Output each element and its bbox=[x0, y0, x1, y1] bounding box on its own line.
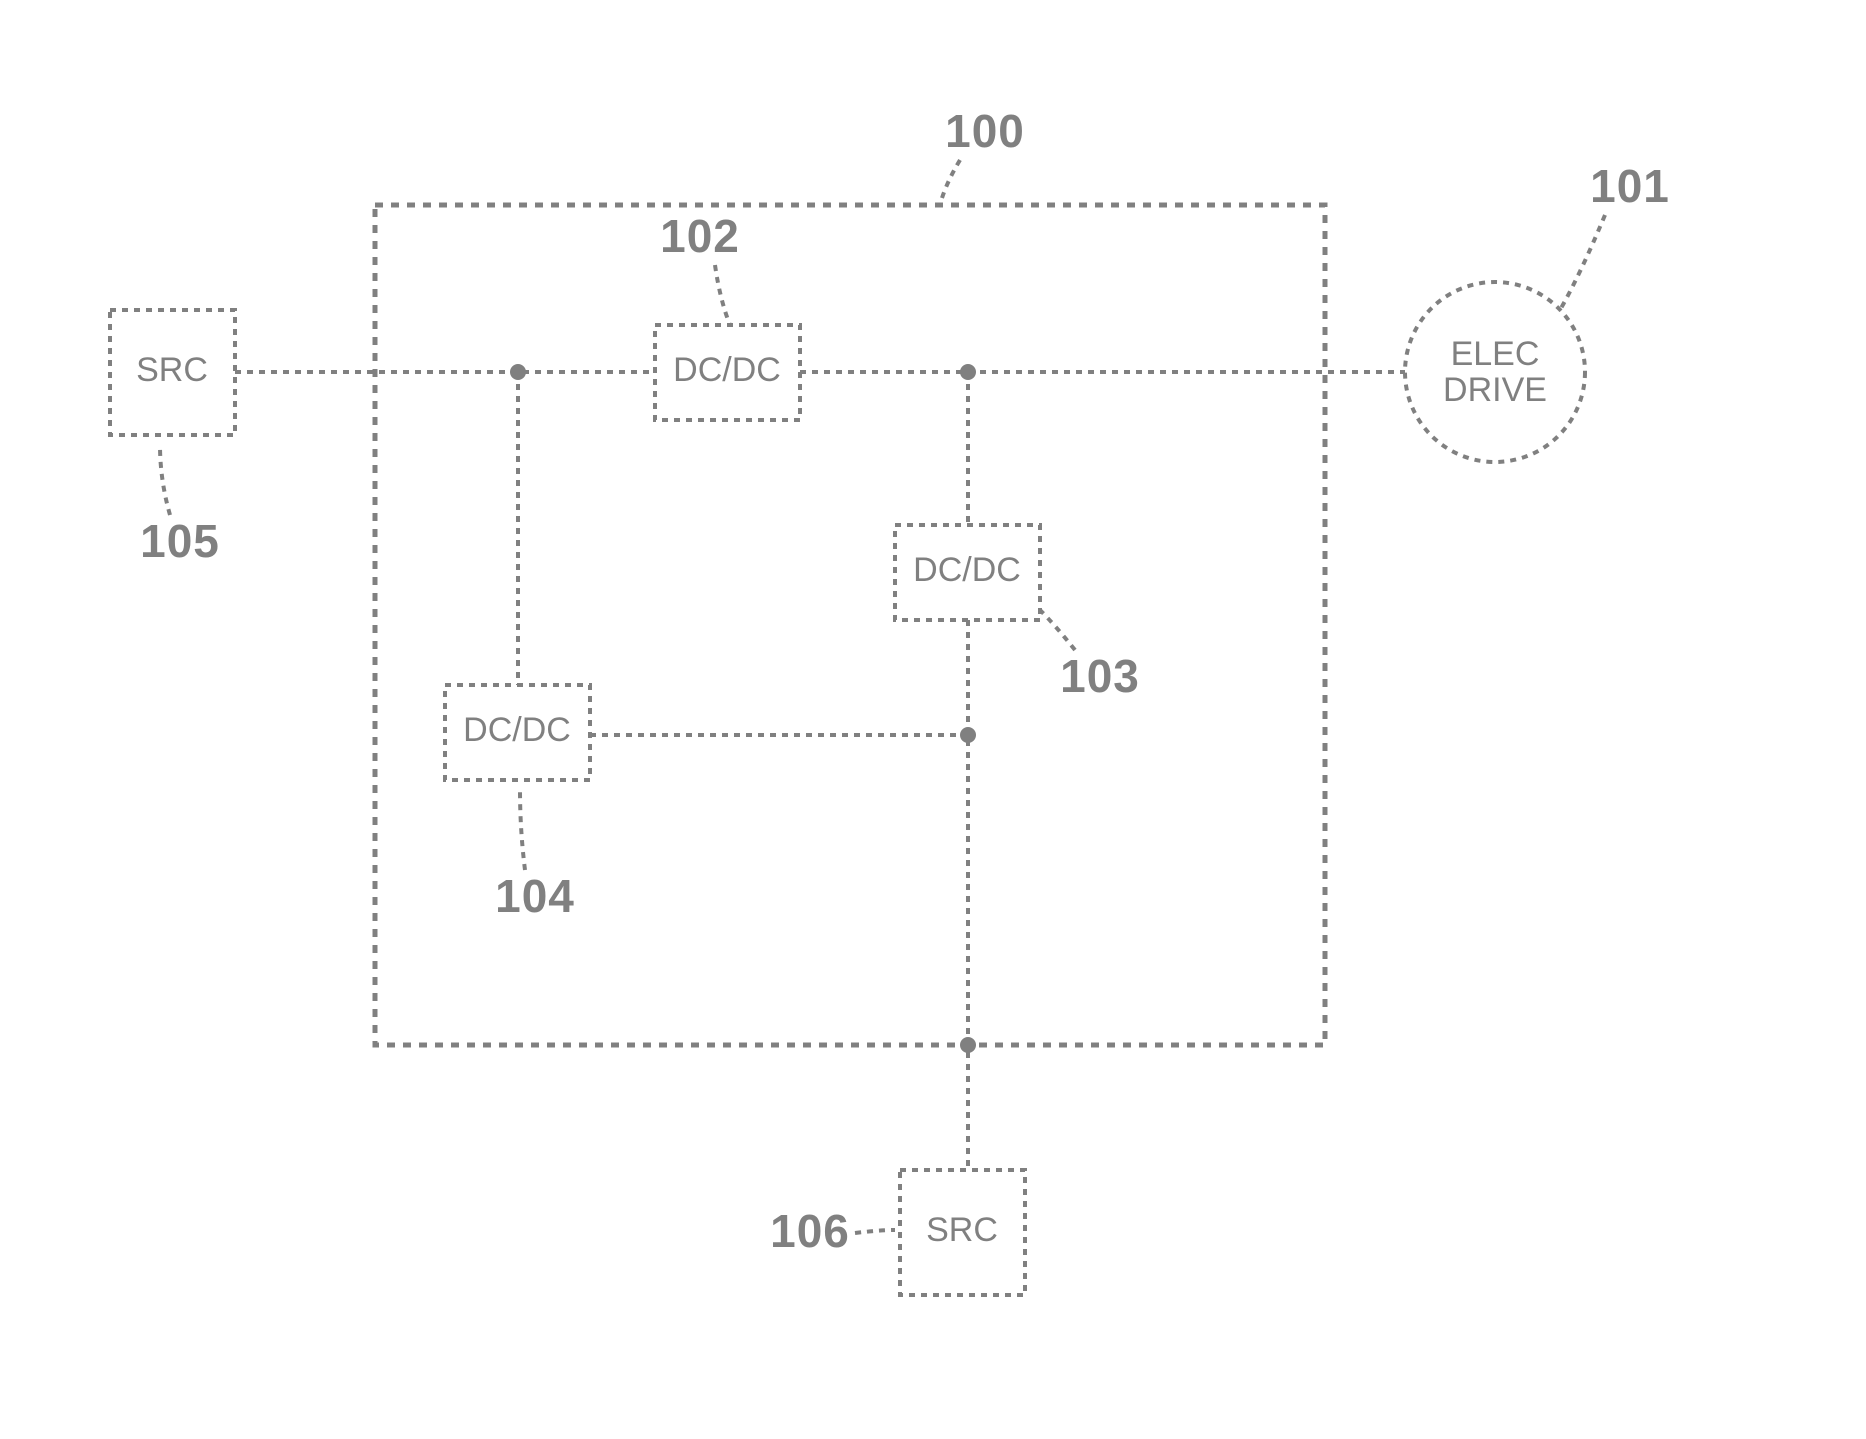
node-dcdc-mid: DC/DC bbox=[895, 525, 1040, 620]
reference-labels: 100 101 102 103 104 105 106 bbox=[140, 105, 1670, 1257]
ref-102: 102 bbox=[660, 210, 740, 262]
node-src-bottom-label: SRC bbox=[926, 1211, 998, 1249]
node-src-left: SRC bbox=[110, 310, 235, 435]
wires bbox=[235, 372, 1405, 1170]
ref-101: 101 bbox=[1590, 160, 1670, 212]
node-src-bottom: SRC bbox=[900, 1170, 1025, 1295]
ref-106: 106 bbox=[770, 1205, 850, 1257]
node-dcdc-low-label: DC/DC bbox=[463, 711, 571, 749]
block-diagram: SRC DC/DC DC/DC DC/DC SRC ELEC DRIVE 100… bbox=[0, 0, 1866, 1439]
node-elec-line1: ELEC bbox=[1451, 335, 1540, 373]
junction-dots bbox=[510, 364, 976, 1053]
ref-104: 104 bbox=[495, 870, 575, 922]
ref-105: 105 bbox=[140, 515, 220, 567]
ref-103: 103 bbox=[1060, 650, 1140, 702]
node-dcdc-top-label: DC/DC bbox=[673, 351, 781, 389]
node-dcdc-mid-label: DC/DC bbox=[913, 551, 1021, 589]
node-dcdc-low: DC/DC bbox=[445, 685, 590, 780]
ref-100: 100 bbox=[945, 105, 1025, 157]
node-dcdc-top: DC/DC bbox=[655, 325, 800, 420]
node-src-left-label: SRC bbox=[136, 351, 208, 389]
node-elec-drive: ELEC DRIVE bbox=[1405, 282, 1585, 462]
node-elec-line2: DRIVE bbox=[1443, 371, 1547, 409]
